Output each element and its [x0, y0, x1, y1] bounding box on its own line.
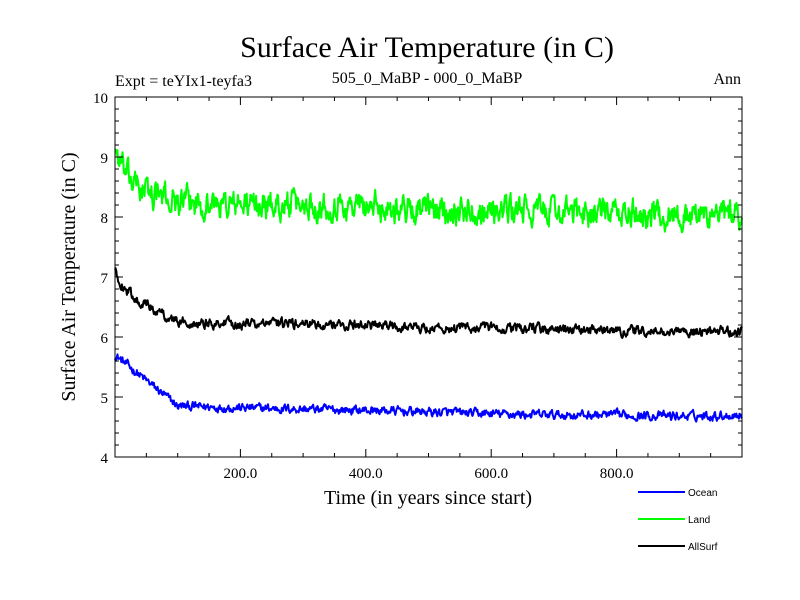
- axis-ticks: 4 5 6 7 8 9 10 200.0 400.0 600.0 800.0: [93, 91, 742, 482]
- season-label: Ann: [713, 71, 741, 88]
- x-tick-label: 800.0: [600, 466, 634, 482]
- y-tick-label: 4: [101, 451, 109, 467]
- series-line-land: [114, 148, 743, 234]
- y-axis-label: Surface Air Temperature (in C): [58, 152, 80, 401]
- chart-title: Surface Air Temperature (in C): [240, 31, 614, 64]
- period-label: 505_0_MaBP - 000_0_MaBP: [332, 70, 523, 87]
- legend-label-land: Land: [688, 515, 710, 526]
- legend-label-ocean: Ocean: [688, 488, 717, 499]
- x-tick-label: 200.0: [224, 466, 258, 482]
- x-tick-label: 400.0: [349, 466, 383, 482]
- y-tick-label: 8: [101, 211, 109, 227]
- y-tick-label: 6: [101, 331, 109, 347]
- series-layer: [114, 148, 743, 423]
- y-tick-label: 10: [93, 91, 108, 107]
- y-tick-label: 7: [101, 271, 109, 287]
- series-line-ocean: [114, 353, 743, 423]
- experiment-label: Expt = teYIx1-teyfa3: [115, 73, 252, 90]
- plot-frame: [114, 96, 743, 458]
- legend-label-allsurf: AllSurf: [688, 542, 718, 553]
- y-tick-label: 9: [101, 151, 109, 167]
- x-tick-label: 600.0: [474, 466, 508, 482]
- series-line-allsurf: [114, 267, 743, 339]
- legend: Ocean Land AllSurf: [638, 488, 718, 553]
- x-axis-label: Time (in years since start): [324, 487, 532, 509]
- y-tick-label: 5: [101, 391, 109, 407]
